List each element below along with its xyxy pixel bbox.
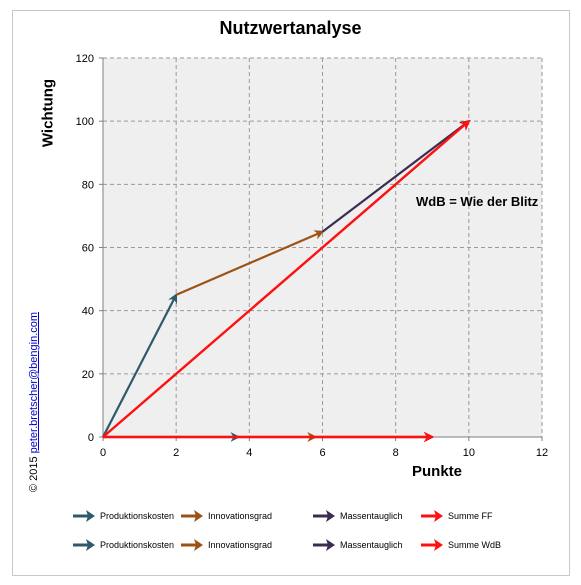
copyright-note: © 2015 peter.bretscher@bengin.com — [28, 312, 40, 492]
legend-label: Innovationsgrad — [208, 511, 273, 521]
legend-arrow-icon — [181, 539, 203, 551]
legend-arrow-icon — [313, 510, 335, 522]
legend-item: Produktionskosten — [72, 509, 174, 523]
copyright-prefix: © 2015 — [28, 453, 40, 493]
arrow-ff-summe-ff — [102, 119, 471, 438]
legend-label: Summe WdB — [448, 540, 502, 550]
chart-annotation: WdB = Wie der Blitz — [416, 194, 539, 209]
legend-item: Produktionskosten — [72, 538, 174, 552]
x-tick-label: 0 — [100, 447, 106, 459]
chart-title: Nutzwertanalyse — [219, 18, 362, 38]
legend-item: Innovationsgrad — [180, 509, 272, 523]
legend-arrow-icon — [73, 539, 95, 551]
legend-item: Massentauglich — [312, 509, 403, 523]
legend-arrow-icon — [181, 510, 203, 522]
x-axis-label: Punkte — [412, 463, 463, 480]
x-tick-label: 4 — [246, 447, 252, 459]
legend-item: Summe WdB — [420, 538, 501, 552]
legend-item: Summe FF — [420, 509, 493, 523]
y-tick-label: 60 — [82, 243, 94, 255]
legend-arrow-icon — [313, 539, 335, 551]
legend-item: Massentauglich — [312, 538, 403, 552]
x-tick-label: 10 — [463, 447, 475, 459]
legend-arrow-icon — [421, 510, 443, 522]
y-tick-label: 120 — [76, 53, 94, 65]
y-tick-label: 100 — [76, 116, 94, 128]
legend-label: Massentauglich — [340, 540, 403, 550]
y-tick-label: 20 — [82, 369, 94, 381]
x-tick-label: 12 — [536, 447, 548, 459]
legend-label: Produktionskosten — [100, 511, 175, 521]
copyright-email-link[interactable]: peter.bretscher@bengin.com — [28, 311, 40, 454]
arrow-ff-massentauglich — [321, 119, 471, 233]
x-tick-label: 2 — [173, 447, 179, 459]
y-tick-label: 40 — [82, 306, 94, 318]
legend-arrow-icon — [73, 510, 95, 522]
arrow-ff-innovationsgrad — [175, 230, 325, 296]
legend-label: Innovationsgrad — [208, 540, 273, 550]
legend-arrow-icon — [421, 539, 443, 551]
x-tick-label: 6 — [319, 447, 325, 459]
y-tick-label: 0 — [88, 432, 94, 444]
legend-item: Innovationsgrad — [180, 538, 272, 552]
legend-label: Massentauglich — [340, 511, 403, 521]
y-tick-label: 80 — [82, 179, 94, 191]
arrow-ff-produktionskosten — [102, 293, 178, 438]
legend-label: Produktionskosten — [100, 540, 175, 550]
x-tick-label: 8 — [393, 447, 399, 459]
legend-label: Summe FF — [448, 511, 493, 521]
